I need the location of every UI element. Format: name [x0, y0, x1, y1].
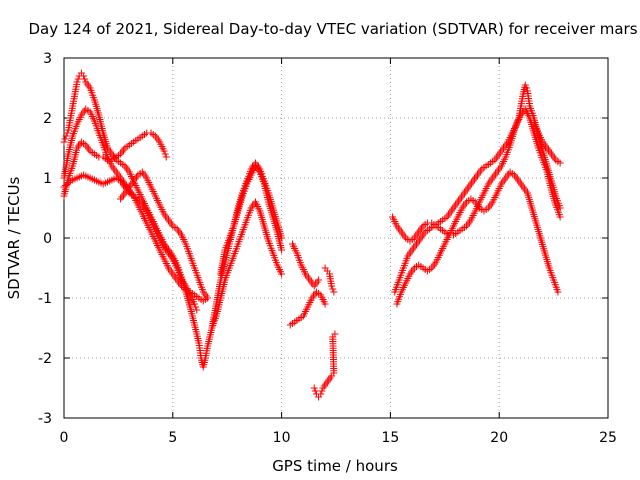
y-tick-label: -1 — [38, 291, 52, 307]
grid — [64, 58, 608, 418]
x-tick-label: 25 — [599, 430, 617, 446]
data-point-marker — [522, 84, 530, 92]
series-track-13 — [389, 81, 564, 245]
series-track-2 — [60, 69, 286, 371]
data-point-marker — [315, 276, 323, 284]
data-point-marker — [160, 147, 168, 155]
data-point-marker — [328, 282, 336, 290]
series-track-14 — [393, 168, 562, 308]
data-points — [60, 69, 564, 401]
data-point-marker — [162, 153, 170, 161]
data-point-marker — [329, 285, 337, 293]
data-point-marker — [62, 182, 70, 189]
data-point-marker — [311, 387, 319, 395]
data-point-marker — [60, 138, 68, 146]
data-point-marker — [318, 387, 326, 395]
y-tick-label: 0 — [43, 231, 52, 247]
data-point-marker — [204, 294, 212, 302]
x-tick-label: 0 — [60, 430, 69, 446]
data-point-marker — [62, 132, 70, 140]
data-point-marker — [65, 179, 73, 186]
data-point-marker — [81, 75, 89, 83]
data-point-marker — [556, 159, 564, 167]
y-tick-label: 3 — [43, 51, 52, 67]
x-tick-label: 10 — [273, 430, 291, 446]
data-point-marker — [556, 213, 564, 221]
series-track-4 — [60, 171, 201, 314]
data-point-marker — [278, 270, 286, 278]
x-tick-label: 5 — [168, 430, 177, 446]
data-point-marker — [556, 204, 564, 212]
chart-title: Day 124 of 2021, Sidereal Day-to-day VTE… — [28, 20, 637, 38]
data-point-marker — [278, 234, 286, 242]
data-point-marker — [330, 288, 338, 296]
y-tick-label: -3 — [38, 411, 52, 427]
series-track-3 — [60, 105, 212, 305]
data-point-marker — [60, 183, 68, 191]
data-point-marker — [331, 330, 339, 338]
series-track-10 — [321, 264, 338, 296]
data-point-marker — [193, 306, 201, 314]
data-point-marker — [317, 390, 325, 398]
data-point-marker — [80, 72, 88, 80]
data-point-marker — [321, 300, 329, 308]
x-axis-label: GPS time / hours — [272, 457, 398, 475]
data-point-marker — [161, 150, 169, 158]
data-point-marker — [61, 135, 69, 143]
data-point-marker — [74, 75, 82, 83]
x-tick-label: 20 — [490, 430, 508, 446]
series-track-5 — [117, 168, 212, 302]
data-point-marker — [63, 180, 71, 188]
series-track-11 — [310, 330, 339, 401]
series-track-15 — [530, 120, 564, 167]
y-tick-label: -2 — [38, 351, 52, 367]
y-axis-label: SDTVAR / TECUs — [5, 176, 23, 299]
data-point-marker — [63, 129, 71, 137]
y-tick-label: 2 — [43, 111, 52, 127]
data-point-marker — [192, 303, 200, 311]
y-tick-label: 1 — [43, 171, 52, 187]
x-tick-label: 15 — [381, 430, 399, 446]
data-point-marker — [310, 384, 318, 392]
data-point-marker — [554, 288, 562, 296]
data-point-marker — [73, 78, 81, 86]
series-track-7 — [208, 159, 286, 332]
data-point-marker — [191, 300, 199, 308]
data-point-marker — [521, 81, 529, 89]
series-track-8 — [286, 288, 329, 329]
series-track-9 — [288, 240, 323, 290]
data-point-marker — [278, 246, 286, 254]
